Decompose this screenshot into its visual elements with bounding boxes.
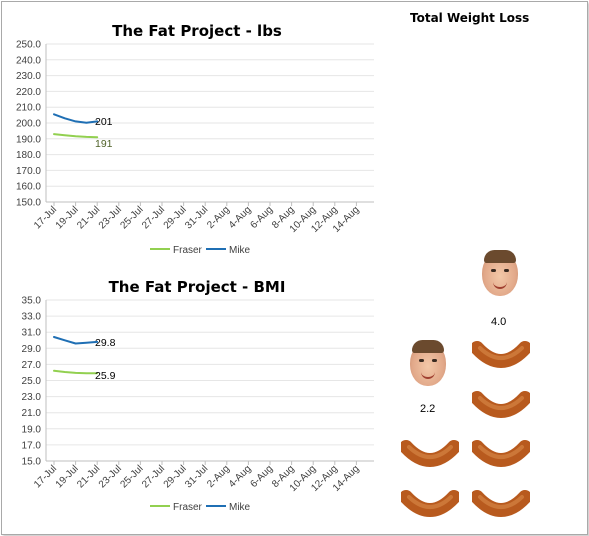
sausage-icon: [472, 490, 530, 517]
x-tick-label: 25-Jul: [118, 204, 145, 231]
y-axis-ticks: 15.0 17.0 19.0 21.0 23.0 25.0 27.0 29.0 31.0 33.0…: [22, 296, 42, 468]
sausage-icon: [472, 341, 530, 368]
x-axis-ticks: 17-Jul19-Jul21-Jul23-Jul25-Jul27-Jul29-J…: [32, 461, 362, 494]
chart-title: The Fat Project - lbs: [112, 22, 282, 40]
x-tick-label: 19-Jul: [54, 204, 81, 231]
sausage-icon: [401, 440, 459, 467]
y-tick-label: 21.0: [22, 408, 42, 419]
weight-loss-title: Total Weight Loss: [410, 11, 530, 25]
fraser-weight-loss-value: 2.2: [420, 403, 436, 415]
mike-end-label: 29.8: [95, 337, 116, 349]
gridlines: [45, 299, 374, 462]
series-line-fraser: [53, 133, 99, 139]
chart-title: The Fat Project - BMI: [109, 278, 286, 296]
y-tick-label: 230.0: [16, 71, 41, 82]
legend-fraser-label: Fraser: [173, 245, 203, 256]
mike-end-label: 201: [95, 116, 113, 128]
y-tick-label: 29.0: [22, 344, 42, 355]
y-tick-label: 15.0: [22, 457, 42, 468]
sausage-icon: [472, 391, 530, 418]
x-tick-label: 2-Aug: [205, 204, 232, 231]
y-tick-label: 180.0: [16, 150, 41, 161]
chart-bmi: The Fat Project - BMI 15.0 17.0 19.0 21.0 23…: [22, 278, 374, 513]
y-tick-label: 240.0: [16, 55, 41, 66]
x-tick-label: 31-Jul: [183, 463, 210, 490]
x-tick-label: 29-Jul: [162, 204, 189, 231]
y-tick-label: 33.0: [22, 312, 42, 323]
legend-mike-label: Mike: [229, 502, 251, 513]
gridlines: [45, 43, 374, 203]
x-tick-label: 2-Aug: [205, 463, 232, 490]
x-tick-label: 27-Jul: [140, 463, 167, 490]
y-tick-label: 210.0: [16, 103, 41, 114]
y-tick-label: 25.0: [22, 376, 42, 387]
x-axis-ticks: 17-Jul19-Jul21-Jul23-Jul25-Jul27-Jul29-J…: [32, 202, 362, 235]
legend: Fraser Mike: [150, 245, 251, 256]
y-tick-label: 160.0: [16, 182, 41, 193]
y-tick-label: 31.0: [22, 328, 42, 339]
x-tick-label: 6-Aug: [248, 204, 275, 231]
legend: Fraser Mike: [150, 502, 251, 513]
x-tick-label: 6-Aug: [248, 463, 275, 490]
x-tick-label: 4-Aug: [227, 463, 254, 490]
chart-lbs: The Fat Project - lbs 150.0 160.0 170.0 180…: [16, 22, 374, 256]
x-tick-label: 19-Jul: [54, 463, 81, 490]
y-tick-label: 200.0: [16, 119, 41, 130]
y-tick-label: 150.0: [16, 198, 41, 209]
x-tick-label: 21-Jul: [75, 463, 102, 490]
x-tick-label: 27-Jul: [140, 204, 167, 231]
legend-fraser-label: Fraser: [173, 502, 203, 513]
x-tick-label: 23-Jul: [97, 204, 124, 231]
fraser-face-photo-icon: [410, 340, 446, 386]
series-line-mike: [53, 336, 99, 345]
x-tick-label: 21-Jul: [75, 204, 102, 231]
x-tick-label: 4-Aug: [227, 204, 254, 231]
sausage-icon: [472, 440, 530, 467]
fraser-end-label: 25.9: [95, 370, 116, 382]
y-tick-label: 19.0: [22, 424, 42, 435]
y-tick-label: 250.0: [16, 40, 41, 51]
mike-face-photo-icon: [482, 250, 518, 296]
series-lines: [53, 113, 99, 139]
y-tick-label: 23.0: [22, 392, 42, 403]
y-tick-label: 220.0: [16, 87, 41, 98]
x-tick-label: 31-Jul: [183, 204, 210, 231]
y-tick-label: 35.0: [22, 296, 42, 307]
fraser-end-label: 191: [95, 138, 113, 150]
series-line-mike: [53, 113, 99, 124]
y-tick-label: 27.0: [22, 360, 42, 371]
mike-weight-loss-value: 4.0: [491, 316, 507, 328]
y-tick-label: 17.0: [22, 440, 42, 451]
y-tick-label: 170.0: [16, 166, 41, 177]
series-line-fraser: [53, 369, 99, 375]
x-tick-label: 29-Jul: [162, 463, 189, 490]
series-lines: [53, 336, 99, 375]
x-tick-label: 25-Jul: [118, 463, 145, 490]
sausage-icon: [401, 490, 459, 517]
x-tick-label: 23-Jul: [97, 463, 124, 490]
y-axis-ticks: 150.0 160.0 170.0 180.0 190.0 200.0 210.0 220.0…: [16, 40, 41, 209]
legend-mike-label: Mike: [229, 245, 251, 256]
y-tick-label: 190.0: [16, 134, 41, 145]
